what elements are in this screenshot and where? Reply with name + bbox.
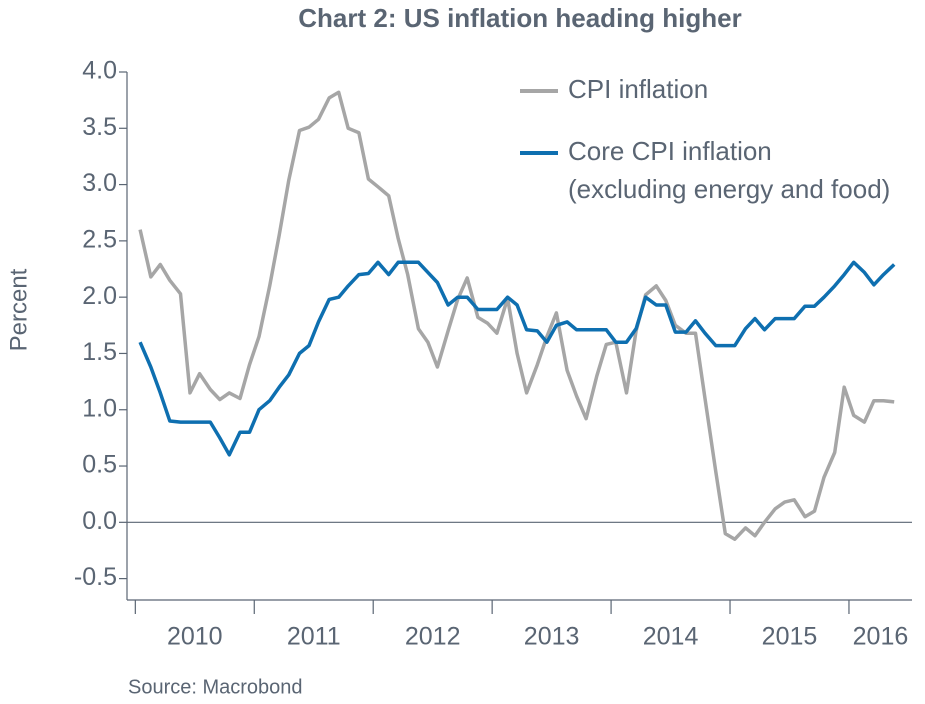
x-tick-label: 2010 bbox=[167, 623, 223, 651]
y-axis-label: Percent bbox=[5, 268, 32, 351]
y-tick-label: -0.5 bbox=[74, 563, 117, 591]
y-tick-label: 0.0 bbox=[82, 507, 117, 535]
legend-swatch bbox=[520, 151, 558, 155]
y-tick-label: 0.5 bbox=[82, 451, 117, 479]
x-tick-label: 2011 bbox=[287, 623, 341, 651]
legend-swatch bbox=[520, 89, 558, 93]
y-tick-label: 3.0 bbox=[82, 169, 117, 197]
source: Source: Macrobond bbox=[128, 676, 303, 698]
x-tick-label: 2016 bbox=[853, 623, 909, 651]
legend-label: Core CPI inflation (excluding energy and… bbox=[568, 136, 891, 204]
x-tick-label: 2012 bbox=[405, 623, 461, 651]
legend: CPI inflation Core CPI inflation (excludi… bbox=[520, 70, 890, 232]
legend-label: CPI inflation bbox=[568, 74, 709, 104]
y-tick-label: 2.5 bbox=[82, 225, 117, 253]
series-line bbox=[138, 260, 896, 457]
series-line bbox=[138, 90, 895, 541]
y-tick-label: 2.0 bbox=[82, 282, 117, 310]
chart-title: Chart 2: US inflation heading higher bbox=[298, 3, 741, 33]
x-tick-label: 2013 bbox=[524, 623, 580, 651]
y-tick-label: 1.5 bbox=[82, 338, 117, 366]
y-tick-label: 4.0 bbox=[82, 57, 117, 85]
legend-item: Core CPI inflation (excluding energy and… bbox=[520, 132, 890, 208]
y-tick-label: 3.5 bbox=[82, 113, 117, 141]
x-tick-label: 2015 bbox=[762, 623, 818, 651]
y-tick-label: 1.0 bbox=[82, 394, 117, 422]
x-tick-label: 2014 bbox=[643, 623, 699, 651]
legend-item: CPI inflation bbox=[520, 70, 890, 108]
